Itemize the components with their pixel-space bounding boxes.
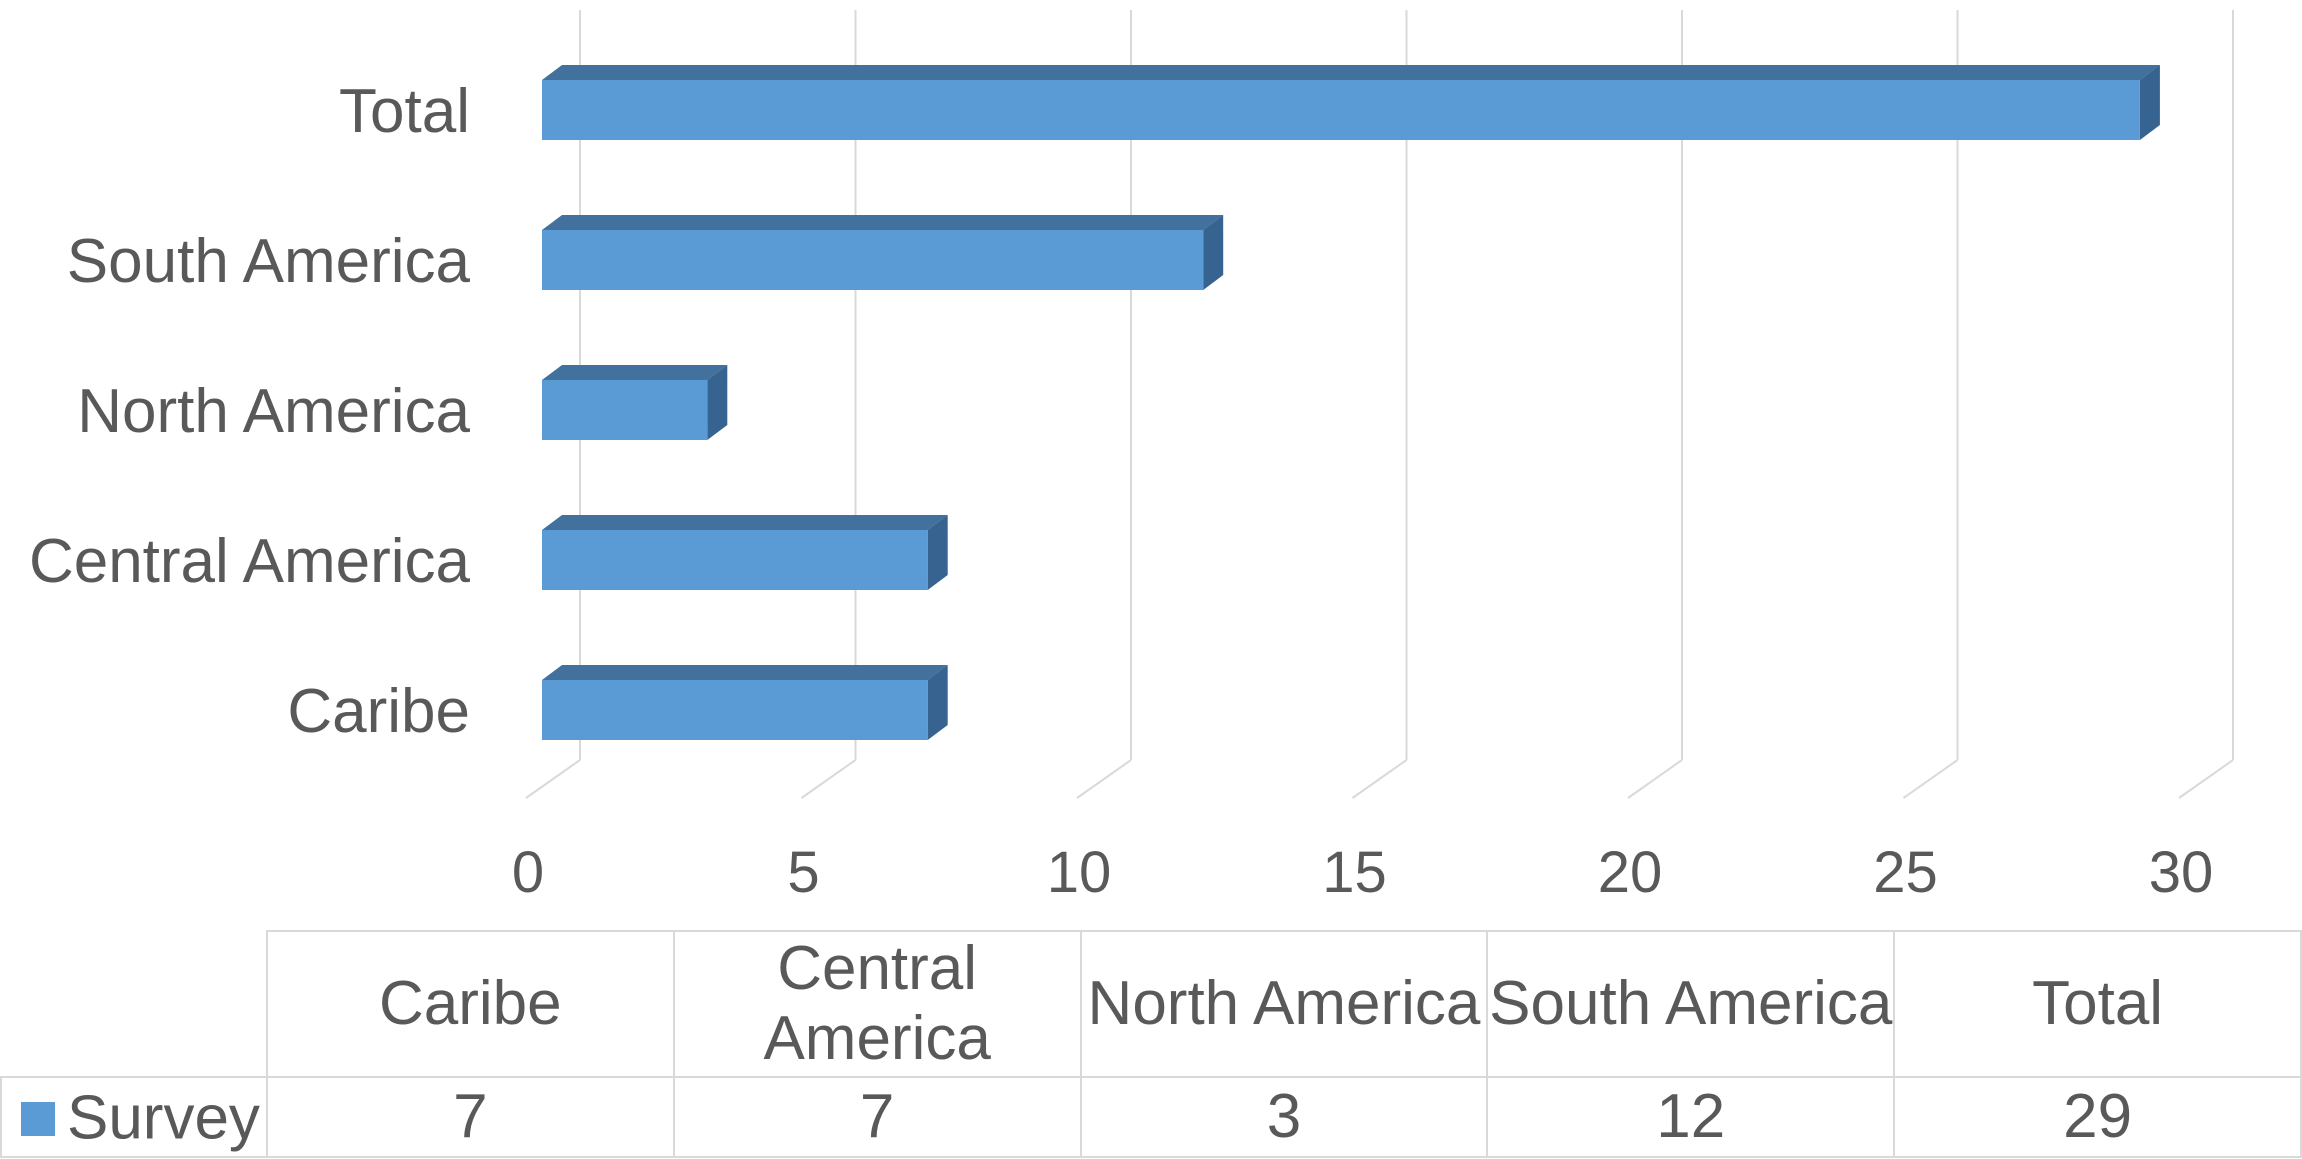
bar [542,230,1204,290]
bar [542,530,928,590]
bar-chart: Caribe Central America North America South … [29,10,2234,905]
x-tick-label: 15 [1322,840,1387,905]
x-tick-label: 10 [1047,840,1112,905]
category-label: Central America [29,527,471,596]
legend-label: Survey [66,1083,260,1153]
gridline-floor [800,759,857,799]
table-header-cell: Central America [672,930,1082,1078]
table-cell: 29 [1893,1076,2302,1158]
bar [542,680,928,740]
table-cell: 7 [672,1076,1082,1158]
table-cell: 7 [265,1076,675,1158]
bar [542,80,2140,140]
table-header-cell: Caribe [265,930,675,1078]
x-tick-label: 5 [787,840,819,905]
table-header-cell: South America [1486,930,1896,1078]
legend-row-label: Survey [0,1076,268,1158]
x-tick-labels: 0 5 10 15 20 25 30 [512,840,2213,905]
category-label: Caribe [287,677,470,746]
gridline-floor [1351,759,1408,799]
x-tick-label: 20 [1598,840,1663,905]
bars [542,65,2160,740]
table-header-cell: North America [1079,930,1489,1078]
category-label: South America [67,227,471,296]
table-header-cell: Total [1893,930,2302,1078]
gridline-floor [1627,759,1683,799]
gridline-floor [2178,759,2234,799]
x-tick-label: 30 [2149,840,2214,905]
legend-key-icon [20,1101,55,1136]
table-cell: 3 [1079,1076,1489,1158]
bar-side-face [927,515,948,590]
bar-side-face [707,365,728,440]
table-row: Survey 7 7 3 12 29 [0,1076,2302,1158]
bar-side-face [927,665,948,740]
bar-side-face [1203,215,1224,290]
x-tick-label: 25 [1873,840,1938,905]
x-tick-label: 0 [512,840,544,905]
gridline-floor [1076,759,1132,799]
gridline-floor [1902,759,1959,799]
bar [542,380,708,440]
table-header-row: Caribe Central America North America Sou… [1,930,2302,1078]
bar-top-face [542,65,2160,80]
table-corner-cell [1,931,267,1077]
bar-top-face [542,215,1224,230]
bar-top-face [542,665,948,680]
bar-top-face [542,515,948,530]
data-table: Caribe Central America North America Sou… [0,930,2302,1158]
bar-side-face [2139,65,2160,140]
category-label: North America [77,377,470,446]
category-labels: Caribe Central America North America South … [29,77,471,746]
bar-top-face [542,365,728,380]
table-cell: 12 [1486,1076,1896,1158]
gridline-floor [525,759,581,799]
category-label: Total [339,77,470,146]
